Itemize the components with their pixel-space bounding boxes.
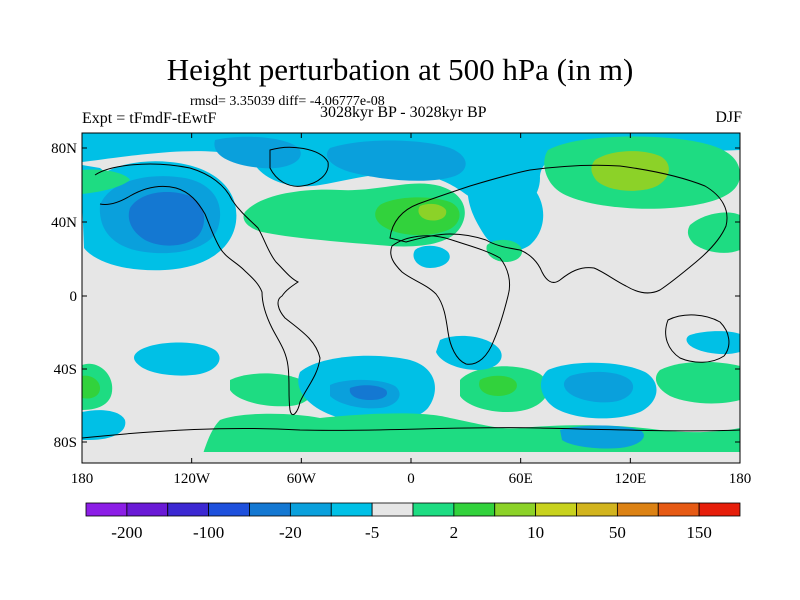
lat-tick-label: 80N	[51, 141, 77, 157]
greenland-coastline	[269, 146, 329, 187]
lon-tick-label: 60E	[509, 471, 533, 487]
axes: 80N 40N 0 40S 80S 180 120W 60W 0 60E 120E 180	[51, 133, 751, 487]
contour-pacific-seagreen	[82, 169, 130, 194]
colorbar: -200 -100 -20 -5 2 10 50 150	[85, 502, 741, 542]
contour-north-pacific-blue	[128, 192, 205, 246]
colorbar-swatch	[576, 502, 618, 517]
australia-coastline	[665, 314, 730, 363]
contour-southern-ocean-cyan	[82, 410, 126, 440]
colorbar-swatch	[249, 502, 291, 517]
colorbar-swatch	[412, 502, 455, 517]
contour-south-indian-lightblue	[563, 371, 634, 403]
experiment-label: Expt = tFmdF-tEwtF	[82, 110, 217, 127]
colorbar-label: 50	[609, 523, 626, 542]
colorbar-swatch	[85, 502, 128, 517]
colorbar-label: -200	[111, 523, 142, 542]
colorbar-swatch	[126, 502, 169, 517]
colorbar-label: 150	[686, 523, 712, 542]
colorbar-swatch	[208, 502, 250, 517]
antarctica-coastline	[82, 427, 740, 439]
colorbar-swatch	[657, 502, 700, 517]
season-label: DJF	[715, 109, 742, 126]
lon-tick-label: 180	[729, 471, 752, 487]
colorbar-swatch	[289, 502, 332, 517]
lon-tick-label: 60W	[287, 471, 317, 487]
colorbar-swatch	[616, 502, 659, 517]
contour-indian-ocean-green	[479, 375, 517, 396]
contour-indian-ocean-cyan	[436, 335, 502, 370]
colorbar-swatch	[167, 502, 210, 517]
colorbar-label: -20	[279, 523, 302, 542]
contour-greenland-lightblue	[214, 136, 301, 169]
contour-central-asia-cyan	[467, 168, 544, 251]
coastlines	[82, 146, 740, 439]
colorbar-label: -100	[193, 523, 224, 542]
lat-tick-label: 0	[70, 289, 78, 305]
lon-tick-label: 0	[407, 471, 415, 487]
contour-atlantic-small-cyan	[413, 245, 450, 268]
colorbar-swatch	[330, 502, 373, 517]
lat-tick-label: 40S	[54, 362, 77, 378]
contour-sw-pacific-green	[82, 375, 100, 399]
eurasia-coastline	[389, 164, 728, 294]
contour-antarctic-neutral	[82, 452, 740, 463]
lat-tick-label: 40N	[51, 215, 77, 231]
colorbar-label: 10	[527, 523, 544, 542]
americas-coastline	[94, 163, 321, 415]
colorbar-swatch	[453, 502, 496, 517]
lon-tick-label: 120E	[614, 471, 646, 487]
colorbar-swatch	[698, 502, 741, 517]
contour-australia-cyan	[686, 331, 740, 355]
colorbar-label: 2	[450, 523, 459, 542]
contour-europe-yellowgreen	[418, 203, 447, 221]
contour-arctic-lightblue	[326, 140, 466, 181]
contour-antarctic-lightblue	[560, 425, 644, 449]
contour-middle-east-seagreen	[486, 239, 523, 262]
map-title: Height perturbation at 500 hPa (in m)	[166, 52, 634, 87]
lat-tick-label: 80S	[54, 435, 77, 451]
contour-south-pacific-cyan	[134, 342, 220, 376]
lon-tick-label: 180	[71, 471, 94, 487]
stats-line: rmsd= 3.35039 diff= -4.06777e-08	[190, 94, 385, 109]
colorbar-swatch	[371, 502, 414, 517]
colorbar-label: -5	[365, 523, 379, 542]
contour-tasman-seagreen	[655, 361, 740, 404]
africa-coastline	[390, 235, 511, 365]
map-panel	[82, 133, 740, 463]
colorbar-swatch	[535, 502, 577, 517]
contour-south-america-seagreen	[230, 373, 312, 407]
lon-tick-label: 120W	[173, 471, 211, 487]
period-label: 3028kyr BP - 3028kyr BP	[320, 104, 487, 121]
contour-south-atlantic-blue	[349, 385, 388, 400]
contour-siberia-yellowgreen	[591, 151, 669, 191]
colorbar-swatch	[494, 502, 537, 517]
